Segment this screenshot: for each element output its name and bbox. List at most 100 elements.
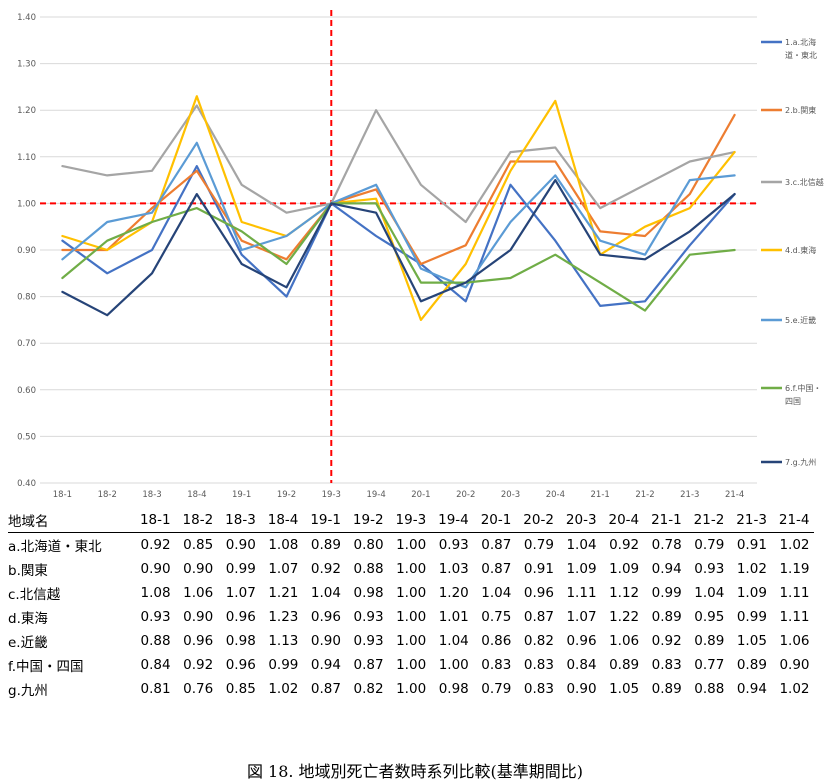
table-cell: 0.98 bbox=[353, 585, 384, 601]
table-cell: 0.87 bbox=[523, 609, 554, 625]
x-tick-label: 21-3 bbox=[680, 490, 699, 500]
table-cell: 0.96 bbox=[566, 633, 597, 649]
table-row: e.近畿 0.88 0.96 0.98 1.13 0.90 0.93 1.00 1.04 0.86… bbox=[8, 629, 814, 653]
region-name: e.近畿 bbox=[8, 635, 48, 651]
table-cell: 0.96 bbox=[225, 657, 256, 673]
table-cell: 0.89 bbox=[609, 657, 640, 673]
table-cell: 0.83 bbox=[481, 657, 512, 673]
table-body: a.北海道・東北 0.92 0.85 0.90 1.08 0.89 0.80 1.00 0.93… bbox=[8, 533, 814, 702]
x-tick-label: 19-1 bbox=[232, 490, 251, 500]
table-cell: 0.96 bbox=[310, 609, 341, 625]
x-tick-label: 21-1 bbox=[591, 490, 610, 500]
y-axis: 0.40 0.50 0.60 0.70 0.80 0.90 1.00 1.10 1.20 1.30… bbox=[17, 13, 36, 489]
x-tick-label: 20-1 bbox=[411, 490, 430, 500]
table-header-row: 地域名 18-1 18-2 18-3 18-4 19-1 19-2 19-3 19-4 20-1… bbox=[8, 508, 814, 533]
series-line-3 bbox=[61, 104, 736, 224]
table-cell: 1.22 bbox=[609, 609, 640, 625]
table-cell: 1.06 bbox=[609, 633, 640, 649]
x-tick-label: 20-4 bbox=[546, 490, 565, 500]
y-tick-label: 0.80 bbox=[17, 293, 36, 303]
table-cell: 1.02 bbox=[779, 681, 810, 697]
table-cell: 1.20 bbox=[438, 585, 469, 601]
table-cell: 0.90 bbox=[225, 537, 256, 553]
legend-label: 4.d.東海 bbox=[785, 245, 816, 255]
table-cell: 1.00 bbox=[396, 681, 427, 697]
table-cell: 1.05 bbox=[736, 633, 767, 649]
series-line-4 bbox=[61, 95, 736, 321]
region-name: c.北信越 bbox=[8, 587, 61, 603]
table-cell: 0.93 bbox=[140, 609, 171, 625]
table-cell: 0.85 bbox=[183, 537, 214, 553]
table-cell: 1.11 bbox=[779, 609, 810, 625]
column-header: 21-2 bbox=[693, 512, 725, 528]
y-tick-label: 1.20 bbox=[17, 106, 36, 116]
table-cell: 0.94 bbox=[310, 657, 341, 673]
table-cell: 0.92 bbox=[609, 537, 640, 553]
table-cell: 0.90 bbox=[779, 657, 810, 673]
column-header: 21-3 bbox=[736, 512, 767, 528]
column-header: 18-4 bbox=[267, 512, 299, 528]
reference-lines bbox=[40, 10, 757, 483]
table-row: d.東海 0.93 0.90 0.96 1.23 0.96 0.93 1.00 1.01 0.75… bbox=[8, 605, 814, 629]
table-cell: 0.94 bbox=[736, 681, 767, 697]
table-cell: 0.99 bbox=[736, 609, 767, 625]
table-cell: 0.96 bbox=[523, 585, 554, 601]
x-tick-label: 18-4 bbox=[187, 490, 206, 500]
table-cell: 0.95 bbox=[694, 609, 725, 625]
y-tick-label: 1.00 bbox=[17, 199, 36, 209]
series-line-5 bbox=[61, 141, 736, 289]
column-header: 21-4 bbox=[778, 512, 810, 528]
table-cell: 1.21 bbox=[268, 585, 299, 601]
table-cell: 0.99 bbox=[651, 585, 682, 601]
table-cell: 0.91 bbox=[736, 537, 767, 553]
table-cell: 1.08 bbox=[140, 585, 171, 601]
table-cell: 0.89 bbox=[310, 537, 341, 553]
table-cell: 0.90 bbox=[183, 561, 214, 577]
table-cell: 0.92 bbox=[140, 537, 171, 553]
series-line-7 bbox=[61, 179, 736, 317]
legend-label: 1.a.北海 bbox=[785, 37, 816, 47]
y-tick-label: 0.50 bbox=[17, 432, 36, 442]
table-cell: 0.98 bbox=[438, 681, 469, 697]
legend-label: 道・東北 bbox=[785, 50, 817, 60]
table-cell: 0.88 bbox=[353, 561, 384, 577]
x-tick-label: 19-2 bbox=[277, 490, 296, 500]
region-name: b.関東 bbox=[8, 563, 48, 579]
table-cell: 0.92 bbox=[183, 657, 214, 673]
table-cell: 1.19 bbox=[779, 561, 810, 577]
x-tick-label: 20-2 bbox=[456, 490, 475, 500]
table-row: b.関東 0.90 0.90 0.99 1.07 0.92 0.88 1.00 1.03 0.87… bbox=[8, 557, 814, 581]
y-tick-label: 1.30 bbox=[17, 60, 36, 70]
table-cell: 0.91 bbox=[523, 561, 554, 577]
column-header: 20-1 bbox=[480, 512, 512, 528]
table-cell: 1.12 bbox=[609, 585, 640, 601]
y-tick-label: 0.40 bbox=[17, 479, 36, 489]
column-header: 20-2 bbox=[523, 512, 554, 528]
table-cell: 0.86 bbox=[481, 633, 512, 649]
legend-label: 7.g.九州 bbox=[785, 458, 816, 467]
legend-label: 3.c.北信越 bbox=[785, 177, 824, 187]
column-header: 18-1 bbox=[139, 512, 171, 528]
table-cell: 0.89 bbox=[651, 609, 682, 625]
region-name: d.東海 bbox=[8, 611, 48, 627]
y-tick-label: 1.10 bbox=[17, 153, 36, 163]
legend: 1.a.北海道・東北 2.b.関東 3.c.北信越 4.d.東海 5.e.近畿 6.f.中… bbox=[761, 37, 824, 467]
x-tick-label: 19-4 bbox=[366, 490, 385, 500]
table-cell: 0.80 bbox=[353, 537, 384, 553]
data-table: 地域名 18-1 18-2 18-3 18-4 19-1 19-2 19-3 19-4 20-1… bbox=[8, 508, 814, 701]
region-name: a.北海道・東北 bbox=[8, 539, 102, 555]
table-cell: 0.90 bbox=[183, 609, 214, 625]
table-cell: 0.83 bbox=[523, 657, 554, 673]
table-cell: 1.06 bbox=[183, 585, 214, 601]
table-cell: 0.82 bbox=[353, 681, 384, 697]
table-cell: 1.00 bbox=[396, 609, 427, 625]
table-cell: 1.00 bbox=[396, 561, 427, 577]
y-tick-label: 1.40 bbox=[17, 13, 36, 23]
y-tick-label: 0.90 bbox=[17, 246, 36, 256]
table-cell: 0.96 bbox=[225, 609, 256, 625]
table-cell: 1.07 bbox=[268, 561, 299, 577]
table-cell: 1.02 bbox=[779, 537, 810, 553]
legend-label: 2.b.関東 bbox=[785, 105, 816, 115]
series-lines bbox=[61, 95, 736, 321]
table-cell: 1.00 bbox=[396, 633, 427, 649]
